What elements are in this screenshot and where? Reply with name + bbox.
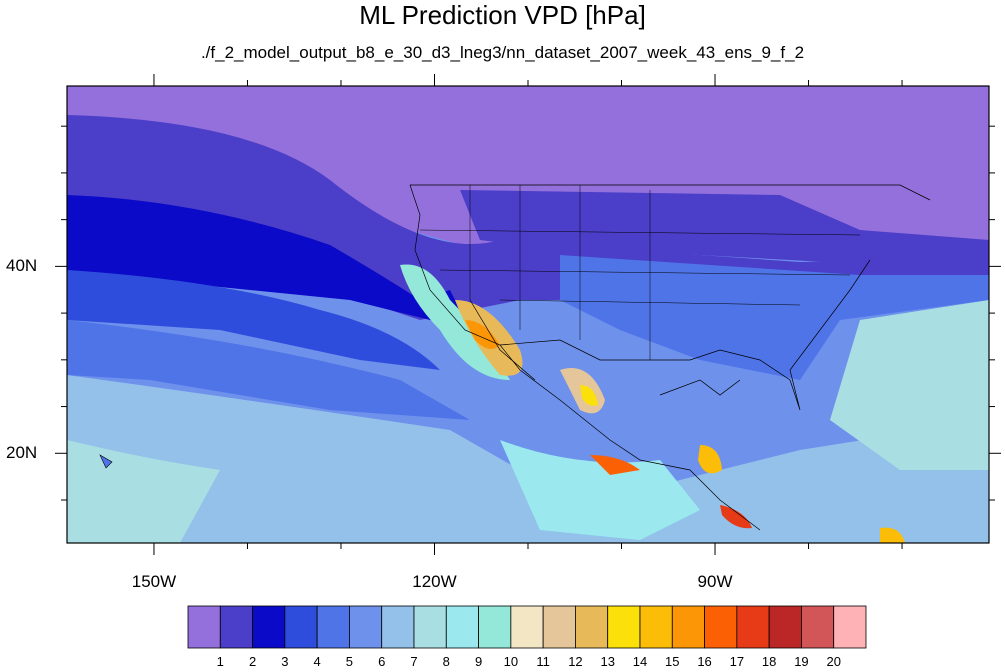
colorbar-swatch: [639, 605, 673, 649]
vpd-band-4: [67, 270, 440, 370]
colorbar-swatch: [510, 605, 544, 649]
hotspot-mexico-core: [580, 385, 598, 406]
colorbar-label: 3: [281, 654, 289, 669]
colorbar-swatch: [413, 605, 447, 649]
vpd-field: [67, 86, 989, 543]
colorbar-swatch: [284, 605, 318, 649]
colorbar-label: 18: [761, 654, 777, 669]
hotspot-south-mexico: [590, 455, 640, 475]
hotspot-baja-core: [465, 320, 500, 349]
colorbar-swatch: [478, 605, 512, 649]
colorbar-label: 9: [474, 654, 483, 669]
colorbar-label: 6: [378, 654, 386, 669]
colorbar-label: 19: [794, 654, 809, 669]
colorbar-label: 8: [442, 654, 450, 669]
lat-tick-label: 40N: [6, 256, 38, 276]
colorbar-swatch: [801, 605, 835, 649]
colorbar-swatch: [219, 605, 253, 649]
colorbar-label: 1: [216, 654, 224, 669]
colorbar-label: 5: [345, 654, 354, 669]
coastlines: [409, 184, 931, 531]
colorbar-label: 2: [248, 654, 257, 669]
colorbar-label: 10: [503, 654, 519, 669]
colorbar-swatch: [607, 605, 641, 649]
colorbar-swatch: [542, 605, 576, 649]
colorbar-label: 4: [313, 654, 321, 669]
vpd-band-8: [830, 300, 989, 470]
vpd-band-5: [560, 255, 989, 380]
hotspot-guatemala: [698, 445, 722, 474]
vpd-band-3: [67, 195, 470, 330]
vpd-band-5b: [67, 320, 470, 420]
colorbar-swatch: [768, 605, 802, 649]
colorbar-swatch: [736, 605, 770, 649]
axis-ticks: [55, 74, 1001, 555]
colorbar-label: 7: [410, 654, 418, 669]
colorbar-swatch: [187, 605, 221, 649]
colorbar-swatch: [833, 605, 867, 649]
lon-tick-label: 120W: [412, 572, 457, 591]
colorbar-swatch: [316, 605, 350, 649]
colorbar-label: 12: [568, 654, 583, 669]
colorbar-swatch: [445, 605, 479, 649]
lat-tick-label: 20N: [6, 443, 38, 463]
colorbar-label: 15: [665, 654, 680, 669]
hotspot-central-america: [720, 505, 752, 529]
colorbar-label: 11: [536, 654, 550, 669]
vpd-band-7: [67, 375, 989, 543]
hotspot-venezuela: [880, 527, 905, 543]
state-borders: [419, 185, 861, 360]
vpd-band-2b: [460, 190, 989, 265]
chart-subtitle: ./f_2_model_output_b8_e_30_d3_lneg3/nn_d…: [200, 43, 805, 62]
colorbar-label: 17: [729, 654, 745, 669]
hawaii: [99, 454, 113, 469]
colorbar-swatch: [671, 605, 705, 649]
lon-tick-label: 90W: [697, 572, 733, 591]
colorbar-label: 13: [600, 654, 615, 669]
colorbar-swatch: [575, 605, 609, 649]
colorbar-label: 16: [697, 654, 712, 669]
colorbar-swatch: [349, 605, 383, 649]
vpd-band-9: [500, 440, 700, 540]
colorbar: [187, 605, 867, 649]
colorbar-label: 14: [632, 654, 648, 669]
lon-tick-label: 150W: [131, 572, 177, 591]
colorbar-swatch: [704, 605, 738, 649]
chart-title: ML Prediction VPD [hPa]: [359, 0, 646, 30]
colorbar-swatch: [252, 605, 286, 649]
colorbar-label: 20: [826, 654, 841, 669]
colorbar-swatch: [381, 605, 415, 649]
